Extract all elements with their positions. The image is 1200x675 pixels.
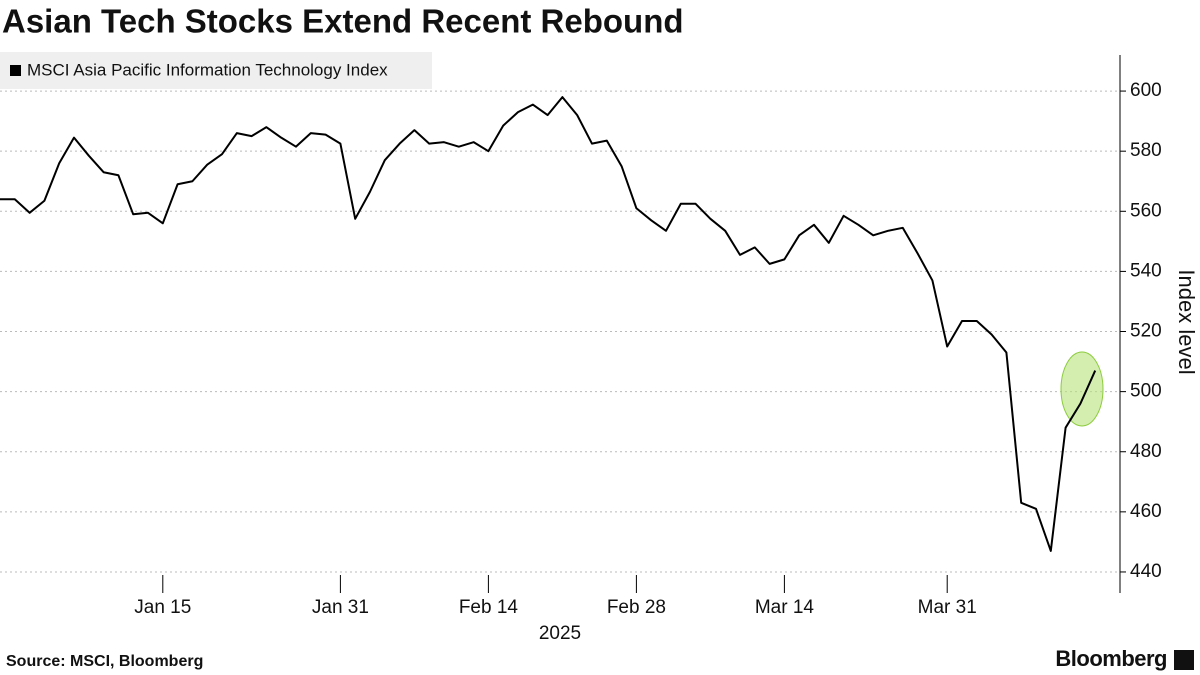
- brand-icon: [1174, 650, 1194, 670]
- x-tick-label: Jan 31: [312, 597, 369, 618]
- y-axis-label: Index level: [1174, 269, 1199, 374]
- y-tick-label: 580: [1130, 140, 1162, 161]
- x-tick-label: Mar 31: [918, 597, 977, 618]
- x-tick-label: Mar 14: [755, 597, 815, 618]
- y-tick-label: 520: [1130, 321, 1162, 342]
- legend-label: MSCI Asia Pacific Information Technology…: [27, 60, 388, 79]
- x-tick-label: Jan 15: [134, 597, 191, 618]
- y-tick-label: 480: [1130, 441, 1162, 462]
- highlight: [1060, 351, 1104, 427]
- y-tick-label: 500: [1130, 381, 1162, 402]
- legend-box: [0, 52, 432, 89]
- chart-title: Asian Tech Stocks Extend Recent Rebound: [2, 3, 684, 40]
- series-line: [0, 96, 1097, 552]
- y-tick-label: 560: [1130, 200, 1162, 221]
- x-tick-label: Feb 28: [607, 597, 666, 618]
- y-tick-label: 540: [1130, 260, 1162, 281]
- y-tick-label: 440: [1130, 561, 1162, 582]
- x-tick-label: Feb 14: [459, 597, 519, 618]
- x-axis-label: 2025: [539, 623, 581, 644]
- legend-swatch: [10, 65, 21, 76]
- y-tick-label: 600: [1130, 80, 1162, 101]
- source: Source: MSCI, Bloomberg: [6, 653, 203, 670]
- brand: Bloomberg: [1055, 646, 1167, 671]
- y-tick-label: 460: [1130, 501, 1162, 522]
